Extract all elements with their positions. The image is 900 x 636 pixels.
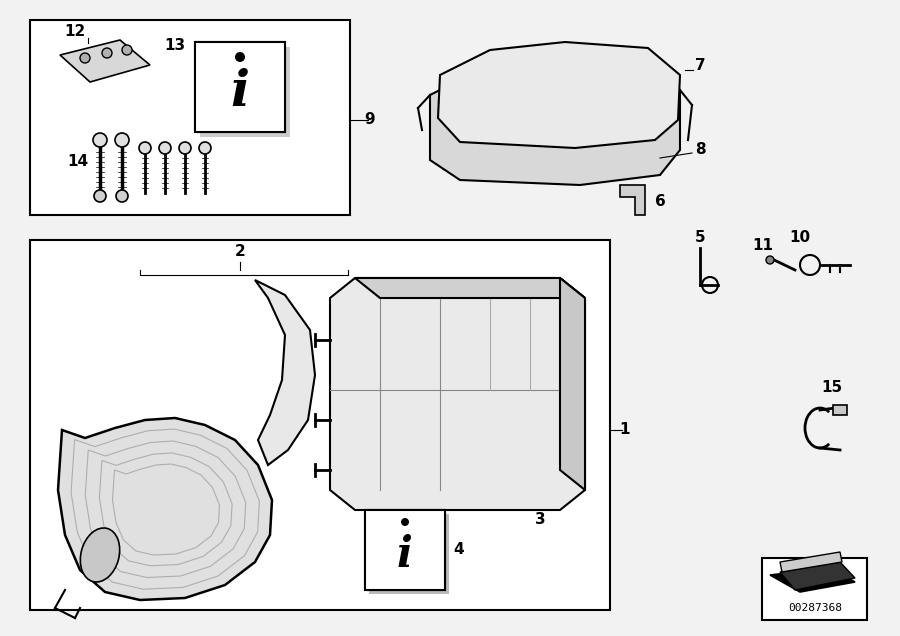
Circle shape	[159, 142, 171, 154]
Text: i: i	[397, 534, 413, 576]
Bar	[833, 405, 847, 415]
Ellipse shape	[80, 528, 120, 582]
Text: 6: 6	[655, 195, 666, 209]
Text: 7: 7	[695, 57, 706, 73]
Bar	[369, 514, 449, 594]
Bar	[365, 510, 445, 590]
Polygon shape	[770, 568, 855, 592]
Text: 12: 12	[65, 25, 86, 39]
Polygon shape	[60, 40, 150, 82]
Circle shape	[93, 133, 107, 147]
Circle shape	[401, 518, 409, 526]
Bar	[195, 42, 285, 132]
Text: 2: 2	[235, 244, 246, 259]
Circle shape	[80, 53, 90, 63]
Text: 8: 8	[695, 142, 706, 158]
Bar	[200, 47, 290, 137]
Polygon shape	[620, 185, 645, 215]
Text: 10: 10	[789, 230, 811, 245]
Text: 4: 4	[453, 543, 464, 558]
Bar	[30, 20, 350, 215]
Text: 1: 1	[620, 422, 630, 438]
Text: i: i	[230, 67, 249, 116]
Polygon shape	[58, 418, 272, 600]
Text: 15: 15	[822, 380, 842, 396]
Text: 13: 13	[164, 38, 185, 53]
Bar	[365, 510, 445, 590]
Text: 3: 3	[535, 513, 545, 527]
Polygon shape	[255, 280, 315, 465]
Circle shape	[115, 133, 129, 147]
Circle shape	[122, 45, 132, 55]
Text: 11: 11	[752, 237, 773, 252]
Polygon shape	[780, 562, 855, 590]
Polygon shape	[355, 278, 585, 298]
Text: 14: 14	[67, 155, 88, 170]
Circle shape	[199, 142, 211, 154]
Polygon shape	[330, 278, 585, 510]
Circle shape	[179, 142, 191, 154]
Circle shape	[766, 256, 774, 264]
Polygon shape	[438, 42, 680, 148]
Circle shape	[139, 142, 151, 154]
Text: 9: 9	[364, 113, 375, 127]
Circle shape	[94, 190, 106, 202]
Polygon shape	[780, 552, 842, 572]
Polygon shape	[430, 60, 680, 185]
Text: 00287368: 00287368	[788, 603, 842, 613]
Polygon shape	[560, 278, 585, 490]
Circle shape	[102, 48, 112, 58]
Bar	[762, 558, 867, 620]
Circle shape	[116, 190, 128, 202]
Circle shape	[235, 52, 245, 62]
Bar	[195, 42, 285, 132]
Bar	[30, 240, 610, 610]
Text: 5: 5	[695, 230, 706, 245]
